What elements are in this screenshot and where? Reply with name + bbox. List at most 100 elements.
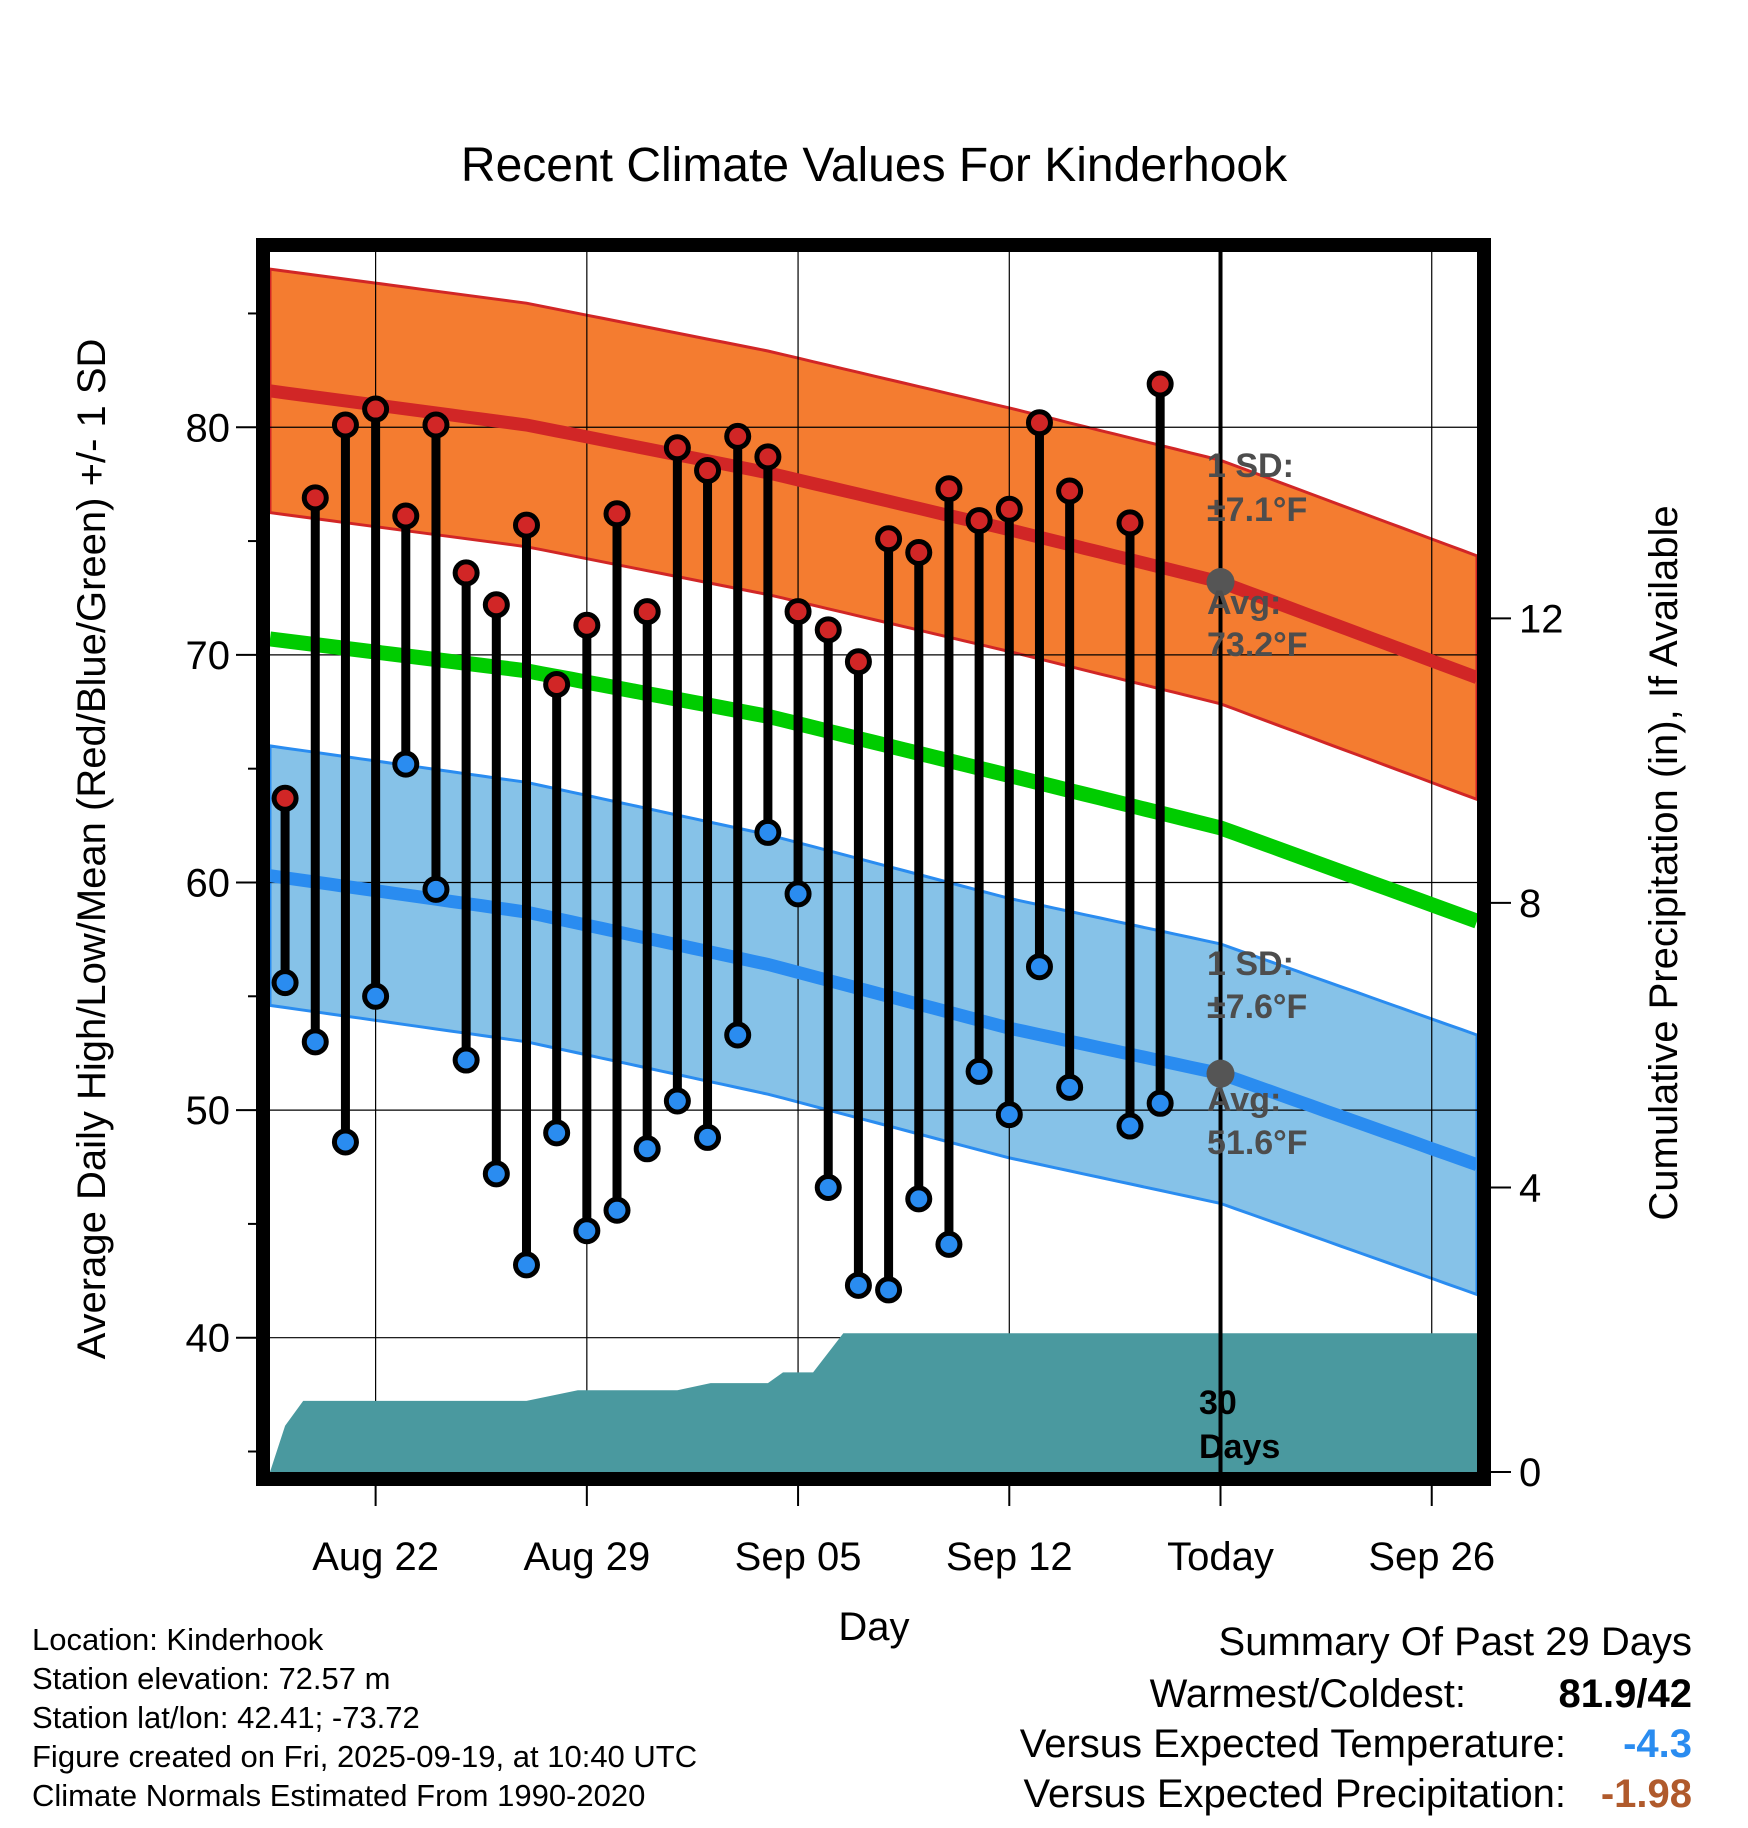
days-count-label: 30: [1199, 1384, 1237, 1422]
low-point: [1025, 953, 1053, 981]
low-point: [1116, 1112, 1144, 1140]
x-tick-label: Aug 22: [312, 1535, 439, 1579]
high-point: [422, 411, 450, 439]
axis-ticks: 40 50 60 70 80 0 4 8 12 Aug 22 Aug 29 Sep 05 Sep 12 T…: [186, 312, 1564, 1579]
high-point: [1025, 409, 1053, 437]
low-avg-line: [269, 869, 1480, 1171]
low-point: [935, 1230, 963, 1258]
plot-area: [268, 252, 1480, 1472]
today-high-avg-marker: [1206, 568, 1235, 597]
x-tick-label: Sep 05: [735, 1535, 862, 1579]
info-elevation: Station elevation: 72.57 m: [32, 1661, 391, 1696]
high-point: [1146, 370, 1174, 398]
low-point: [663, 1087, 691, 1115]
low-point: [512, 1251, 540, 1279]
high-point: [784, 598, 812, 626]
high-point: [905, 538, 933, 566]
y-tick-label: 50: [186, 1089, 231, 1133]
high-point: [1116, 509, 1144, 537]
low-point: [392, 750, 420, 778]
low-point: [573, 1217, 601, 1245]
summary-precip-value: -1.98: [1600, 1772, 1692, 1816]
low-sd-value: ±7.6°F: [1207, 988, 1307, 1026]
low-point: [362, 982, 390, 1010]
summary-temp-label: Versus Expected Temperature:: [1019, 1722, 1566, 1766]
low-point: [724, 1021, 752, 1049]
high-point: [362, 395, 390, 423]
low-point: [814, 1173, 842, 1201]
low-sd-label: 1 SD:: [1207, 945, 1294, 983]
low-point: [694, 1123, 722, 1151]
high-point: [603, 500, 631, 528]
low-point: [633, 1135, 661, 1163]
y-tick-label: 60: [186, 861, 231, 905]
y-tick-label: 40: [186, 1317, 231, 1361]
precipitation-area: [270, 1333, 1477, 1472]
high-avg-label: Avg:: [1207, 584, 1281, 622]
high-point: [392, 502, 420, 530]
low-point: [784, 880, 812, 908]
summary-heading: Summary Of Past 29 Days: [1218, 1620, 1692, 1664]
high-point: [814, 616, 842, 644]
high-point: [543, 670, 571, 698]
high-point: [452, 559, 480, 587]
high-sd-value: ±7.1°F: [1207, 491, 1307, 529]
high-sd-band: [268, 267, 1479, 802]
summary-warm-value: 81.9/42: [1558, 1672, 1692, 1716]
daily-sticks: [280, 384, 1165, 1290]
low-point: [875, 1276, 903, 1304]
low-point: [965, 1057, 993, 1085]
high-sd-label: 1 SD:: [1207, 447, 1294, 485]
high-point: [875, 525, 903, 553]
high-point: [512, 511, 540, 539]
y-tick-label: 70: [186, 634, 231, 678]
x-tick-label: Sep 12: [946, 1535, 1073, 1579]
y2-tick-label: 4: [1519, 1166, 1541, 1210]
high-point: [754, 443, 782, 471]
info-created: Figure created on Fri, 2025-09-19, at 10…: [32, 1739, 698, 1774]
info-normals: Climate Normals Estimated From 1990-2020: [32, 1778, 646, 1813]
today-low-avg-marker: [1206, 1059, 1235, 1088]
y2-tick-label: 12: [1519, 597, 1564, 641]
high-point: [633, 598, 661, 626]
high-point: [965, 507, 993, 535]
y-tick-label: 80: [186, 406, 231, 450]
low-point: [995, 1101, 1023, 1129]
high-point: [694, 457, 722, 485]
annotations: 1 SD: ±7.1°F Avg: 73.2°F 1 SD: ±7.6°F Av…: [1199, 447, 1308, 1466]
high-point: [271, 784, 299, 812]
high-point: [1056, 477, 1084, 505]
low-point: [543, 1119, 571, 1147]
low-point: [754, 818, 782, 846]
low-avg-label: Avg:: [1207, 1081, 1281, 1119]
x-tick-label: Sep 26: [1368, 1535, 1495, 1579]
high-point: [844, 648, 872, 676]
low-point: [1056, 1073, 1084, 1101]
high-point: [995, 495, 1023, 523]
x-tick-label: Today: [1167, 1535, 1274, 1579]
high-point: [301, 484, 329, 512]
low-point: [905, 1185, 933, 1213]
low-avg-value: 51.6°F: [1207, 1124, 1308, 1162]
low-point: [422, 875, 450, 903]
high-point: [482, 591, 510, 619]
summary-precip-label: Versus Expected Precipitation:: [1023, 1772, 1566, 1816]
summary-warm-label: Warmest/Coldest:: [1149, 1672, 1466, 1716]
high-avg-value: 73.2°F: [1207, 626, 1308, 664]
high-point: [331, 411, 359, 439]
high-point: [724, 422, 752, 450]
high-avg-line: [269, 384, 1480, 684]
x-axis-label: Day: [838, 1605, 909, 1649]
y2-tick-label: 8: [1519, 882, 1541, 926]
precip-area: [270, 1333, 1477, 1472]
summary-temp-value: -4.3: [1623, 1722, 1692, 1766]
days-word-label: Days: [1199, 1428, 1280, 1466]
plot-frame: [256, 238, 1491, 1486]
low-point: [271, 969, 299, 997]
low-point: [603, 1196, 631, 1224]
low-point: [482, 1160, 510, 1188]
y2-axis-label: Cumulative Precipitation (in), If Availa…: [1642, 505, 1686, 1220]
info-latlon: Station lat/lon: 42.41; -73.72: [32, 1700, 420, 1735]
x-tick-label: Aug 29: [523, 1535, 650, 1579]
